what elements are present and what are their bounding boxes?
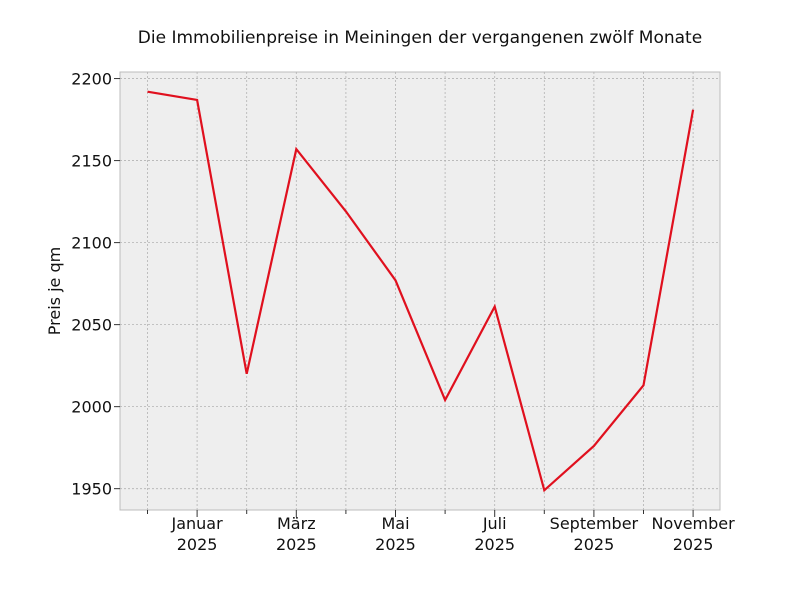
x-tick-label-month: Juli bbox=[482, 514, 507, 533]
x-tick-label-year: 2025 bbox=[177, 535, 218, 554]
y-tick-label: 2200 bbox=[71, 70, 112, 89]
x-axis-ticks: Januar 2025 März 2025 Mai 2025 Juli 2025 Septemb… bbox=[147, 510, 735, 554]
series-line bbox=[147, 90, 695, 493]
y-tick-label: 2150 bbox=[71, 152, 112, 171]
x-tick-label-month: September bbox=[550, 514, 639, 533]
x-tick-label-year: 2025 bbox=[276, 535, 317, 554]
chart-title: Die Immobilienpreise in Meiningen der ve… bbox=[138, 28, 702, 48]
y-tick-label: 1950 bbox=[71, 480, 112, 499]
y-tick-label: 2000 bbox=[71, 398, 112, 417]
y-tick-label: 2050 bbox=[71, 316, 112, 335]
x-tick-label-year: 2025 bbox=[673, 535, 714, 554]
x-tick-label-year: 2025 bbox=[474, 535, 515, 554]
x-tick-label-month: März bbox=[277, 514, 316, 533]
series-layer bbox=[147, 90, 695, 493]
x-tick-label-month: Mai bbox=[381, 514, 409, 533]
x-tick-label-month: November bbox=[651, 514, 735, 533]
x-tick-label-year: 2025 bbox=[375, 535, 416, 554]
y-tick-label: 2100 bbox=[71, 234, 112, 253]
x-tick-label-month: Januar bbox=[171, 514, 224, 533]
x-tick-label-year: 2025 bbox=[574, 535, 615, 554]
y-axis-label: Preis je qm bbox=[45, 247, 64, 335]
plot-area bbox=[119, 71, 721, 511]
grid-lines bbox=[120, 72, 720, 510]
y-axis-ticks: 1950 2000 2050 2100 2150 2200 bbox=[71, 70, 120, 499]
